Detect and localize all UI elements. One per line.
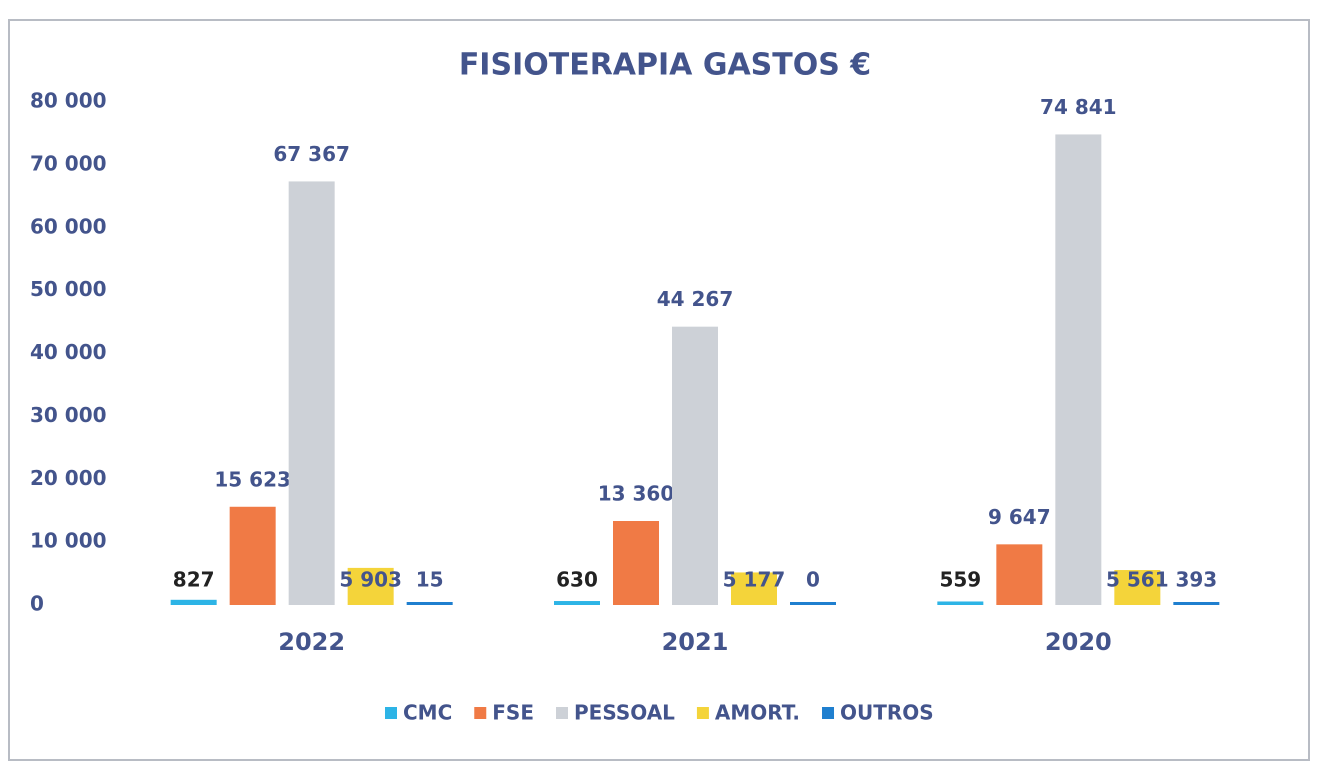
bar [288,181,335,605]
legend-swatch [696,707,709,719]
bar [170,599,217,605]
value-label: 15 623 [214,467,291,491]
bar [554,601,600,605]
value-label: 0 [806,568,820,592]
x-tick-label: 2020 [1045,628,1112,656]
bar [1055,134,1102,606]
value-label: 44 267 [657,287,734,311]
bar [347,567,394,605]
value-label: 9 647 [988,505,1051,529]
bar [406,602,453,605]
y-tick-label: 60 000 [30,214,107,238]
y-tick-label: 30 000 [30,403,107,427]
value-label: 74 841 [1040,95,1117,119]
value-label: 630 [556,568,598,592]
bar [731,572,777,605]
y-tick-label: 70 000 [30,151,107,175]
value-label: 15 [416,568,444,592]
value-label: 13 360 [598,481,675,505]
value-label: 5 561 [1106,568,1169,592]
value-label: 393 [1175,568,1217,592]
bar [996,544,1043,605]
value-label: 559 [939,568,981,592]
y-tick-label: 40 000 [30,340,107,364]
value-label: 5 177 [723,568,786,592]
bar [1114,570,1161,605]
legend-label: OUTROS [840,701,934,725]
legend-swatch [385,707,397,719]
bar [672,326,718,605]
legend-label: FSE [492,701,534,725]
value-label: 5 903 [339,568,402,592]
bar [790,602,836,605]
bar [1173,602,1220,605]
y-tick-label: 80 000 [30,89,107,113]
chart-border [8,19,1310,761]
bar [937,601,984,605]
y-tick-label: 10 000 [30,529,107,553]
legend-label: PESSOAL [574,701,675,725]
y-tick-label: 20 000 [30,466,107,490]
legend-swatch [822,707,835,719]
legend-label: AMORT. [715,701,800,725]
bar [229,506,276,605]
value-label: 827 [173,568,215,592]
y-tick-label: 0 [30,592,44,616]
legend-swatch [474,707,487,719]
chart-title: FISIOTERAPIA GASTOS € [459,48,871,83]
x-tick-label: 2022 [278,628,345,656]
legend-label: CMC [403,701,452,725]
y-tick-label: 50 000 [30,277,107,301]
bar [613,520,659,605]
x-tick-label: 2021 [662,628,729,656]
legend-swatch [556,707,568,719]
value-label: 67 367 [273,142,350,166]
